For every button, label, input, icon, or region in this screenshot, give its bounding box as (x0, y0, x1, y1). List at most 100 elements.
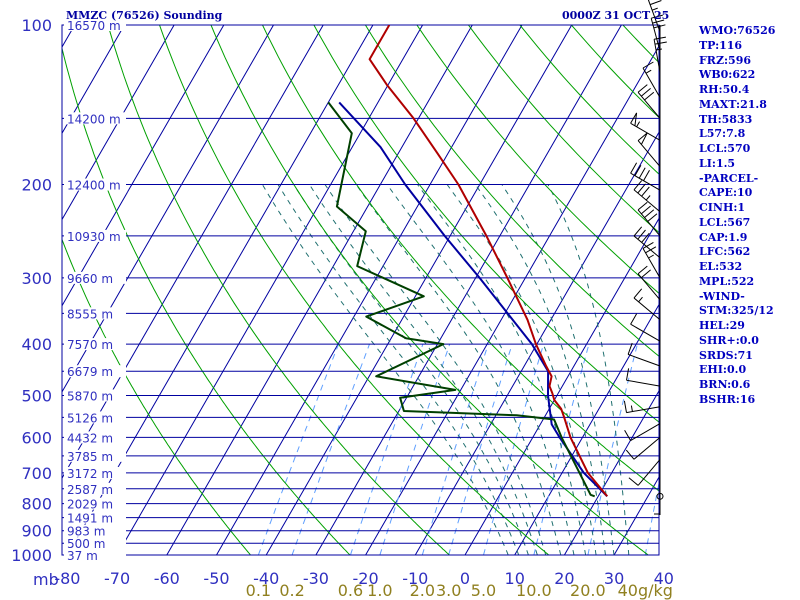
height-label: 5126 m (67, 411, 113, 425)
index-row: STM:325/12 (699, 304, 774, 318)
mixing-ratio-label: 0.2 (279, 581, 304, 600)
isotherm-line (365, 44, 659, 555)
height-label: 8555 m (67, 307, 113, 321)
mixing-ratio-line (644, 480, 659, 555)
index-row: LCL:567 (699, 215, 751, 229)
mixing-ratio-label: 0.1 (246, 581, 271, 600)
dry-adiabat-line (210, 25, 649, 555)
mixing-ratio-line (379, 343, 451, 555)
mixing-ratio-label: 10.0 (516, 581, 552, 600)
height-label-bg (64, 112, 126, 125)
index-row: CINH:1 (699, 201, 746, 214)
mixing-ratio-label: 40g/kg (618, 581, 673, 600)
height-label-bg (64, 19, 126, 31)
index-row: MAXT:21.8 (699, 97, 767, 111)
isotherm-line (265, 25, 573, 555)
temperature-tick-label: -10 (402, 569, 428, 588)
height-label: 9660 m (67, 272, 113, 286)
height-label: 37 m (67, 549, 98, 563)
height-label-bg (64, 497, 126, 510)
index-row: RH:50.4 (699, 83, 750, 96)
sounding-profiles (327, 25, 608, 498)
plot-frame (61, 24, 660, 556)
wind-barb (630, 162, 661, 191)
temperature-tick-label: 10 (505, 569, 525, 588)
height-label-bg (64, 307, 126, 320)
height-label-bg (64, 411, 126, 424)
height-label-bg (64, 524, 126, 537)
wind-barb (653, 36, 667, 73)
height-label-bg (64, 482, 126, 495)
mixing-ratio-line (350, 343, 424, 555)
moist-adiabats (261, 184, 630, 555)
pressure-unit-label: mb (33, 570, 59, 589)
temperature-tick-label: 20 (554, 569, 574, 588)
height-label-bg (64, 389, 126, 402)
isotherm-line (315, 25, 622, 555)
isobar-lines (61, 24, 660, 556)
pressure-label: 500 (21, 386, 52, 405)
wind-barb (626, 368, 661, 387)
moist-adiabat-line (308, 184, 538, 555)
height-label-bg (64, 229, 126, 242)
mixing-ratio-label: 5.0 (471, 581, 496, 600)
mixing-ratio-label: 2.0 (410, 581, 435, 600)
wind-barb (637, 201, 661, 237)
isotherm-lines (62, 25, 659, 555)
index-row: LFC:562 (699, 245, 751, 259)
temperature-tick-label: -40 (253, 569, 279, 588)
mixing-ratio-label: 0.6 (338, 581, 363, 600)
index-row: BSHR:16 (699, 392, 756, 406)
temperature-tick-label: 0 (460, 569, 470, 588)
index-row: LCL:570 (699, 142, 751, 155)
axis-labels: 0.1 0.2 0.6 1.0 2.0 3.0 5.0 10.0 20.0 40g/kg10020… (11, 16, 674, 600)
wind-barb (633, 288, 661, 321)
index-row: LI:1.5 (699, 156, 736, 170)
wind-barb (630, 112, 661, 141)
index-row: MPL:522 (699, 274, 755, 288)
mixing-ratio-label: 3.0 (436, 581, 461, 600)
wind-barb (637, 265, 661, 301)
index-row: SRDS:71 (699, 348, 753, 362)
index-row: TP:116 (699, 38, 743, 52)
index-row: SHR+:0.0 (699, 333, 759, 347)
height-label: 983 m (67, 525, 105, 539)
isotherm-line (62, 25, 324, 480)
height-label: 16570 m (67, 19, 121, 33)
moist-adiabat-line (324, 184, 547, 555)
index-row: -PARCEL- (699, 171, 759, 185)
mixing-ratio-line (448, 343, 513, 555)
mixing-ratio-line (587, 343, 638, 555)
moist-adiabat-line (474, 184, 606, 555)
height-label-bg (64, 431, 126, 444)
wind-barb (654, 481, 661, 515)
height-label: 1491 m (67, 512, 113, 526)
index-row: -WIND- (699, 289, 745, 303)
wind-barb (623, 400, 661, 414)
moist-adiabat-line (547, 184, 630, 555)
mixing-ratio-lines (257, 343, 659, 555)
index-row: HEL:29 (699, 319, 745, 332)
height-label: 2587 m (67, 483, 113, 497)
calm-wind-marker (656, 492, 664, 500)
height-label: 14200 m (67, 112, 121, 126)
wind-barb (642, 61, 661, 98)
index-row: TH:5833 (699, 112, 753, 126)
wind-barb (642, 241, 661, 279)
wind-barb (650, 14, 666, 52)
height-label-bg (64, 449, 126, 462)
wind-barb (633, 180, 661, 213)
dry-adiabat-line (777, 25, 800, 555)
index-row: FRZ:596 (699, 53, 752, 67)
isotherm-line (62, 25, 274, 393)
pressure-label: 600 (21, 428, 52, 447)
temperature-tick-label: -70 (104, 569, 130, 588)
pressure-label: 700 (21, 464, 52, 483)
wind-barb (633, 226, 661, 259)
temperature-tick-label: 30 (604, 569, 624, 588)
height-label: 12400 m (67, 179, 121, 193)
pressure-label: 1000 (11, 546, 52, 565)
temperature-trace (368, 25, 608, 497)
height-label-bg (64, 178, 126, 191)
